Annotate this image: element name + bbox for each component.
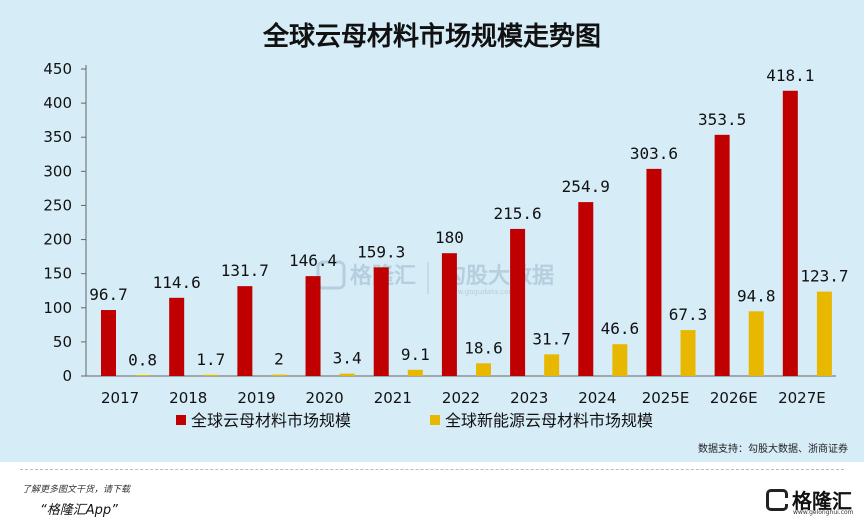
- bar-new-energy-mica-market: [135, 375, 151, 376]
- bar-new-energy-mica-market: [203, 374, 219, 376]
- data-label-mica-market: 303.6: [630, 144, 678, 163]
- bar-new-energy-mica-market: [271, 374, 287, 376]
- x-tick-label: 2027E: [778, 389, 826, 407]
- data-label-new-energy-mica-market: 1.7: [196, 350, 225, 369]
- y-tick-label: 300: [43, 162, 72, 180]
- bar-mica-market: [646, 168, 662, 376]
- x-tick-label: 2026E: [710, 389, 758, 407]
- y-tick-label: 0: [62, 367, 72, 385]
- x-tick-label: 2025E: [642, 389, 690, 407]
- data-label-mica-market: 180: [435, 228, 464, 247]
- y-tick-label: 400: [43, 94, 72, 112]
- x-tick-label: 2017: [101, 389, 139, 407]
- data-label-new-energy-mica-market: 123.7: [800, 267, 848, 286]
- bar-mica-market: [714, 134, 730, 376]
- data-label-mica-market: 114.6: [153, 273, 201, 292]
- y-tick-label: 50: [53, 333, 72, 351]
- data-label-mica-market: 215.6: [494, 204, 542, 223]
- bar-mica-market: [510, 228, 526, 376]
- data-label-mica-market: 254.9: [562, 177, 610, 196]
- bar-chart: 全球云母材料市场规模走势图 格隆汇 勾股大数据 www.gogudata.com…: [43, 21, 848, 455]
- data-label-new-energy-mica-market: 46.6: [601, 319, 640, 338]
- legend: 全球云母材料市场规模 全球新能源云母材料市场规模: [176, 411, 653, 430]
- data-label-new-energy-mica-market: 94.8: [737, 286, 776, 305]
- logo-url: www.gelonghui.com: [793, 509, 854, 516]
- data-label-mica-market: 353.5: [698, 110, 746, 129]
- bar-new-energy-mica-market: [680, 330, 696, 376]
- bar-new-energy-mica-market: [476, 363, 491, 376]
- watermark-brand-2: 勾股大数据: [444, 263, 554, 289]
- data-label-mica-market: 159.3: [357, 242, 405, 261]
- data-label-new-energy-mica-market: 3.4: [333, 349, 362, 368]
- legend-swatch-new-energy-mica-market: [430, 415, 440, 425]
- y-tick-label: 350: [43, 128, 72, 146]
- bar-new-energy-mica-market: [544, 354, 560, 376]
- x-tick-label: 2022: [442, 389, 480, 407]
- y-tick-label: 450: [43, 60, 72, 78]
- data-label-new-energy-mica-market: 2: [274, 350, 284, 369]
- bar-mica-market: [373, 267, 389, 376]
- bar-new-energy-mica-market: [407, 369, 423, 376]
- bars: [101, 90, 832, 377]
- data-label-new-energy-mica-market: 18.6: [464, 338, 503, 357]
- footer-promo-text: 了解更多图文干货，请下载: [22, 485, 131, 495]
- source-note: 数据支持：勾股大数据、浙商证券: [698, 442, 848, 455]
- legend-label-mica-market: 全球云母材料市场规模: [191, 411, 351, 430]
- bar-mica-market: [578, 202, 594, 376]
- x-tick-label: 2024: [578, 389, 616, 407]
- chart-title: 全球云母材料市场规模走势图: [262, 21, 601, 52]
- data-label-mica-market: 96.7: [89, 285, 128, 304]
- bar-new-energy-mica-market: [748, 311, 764, 376]
- y-tick-label: 100: [43, 299, 72, 317]
- data-label-mica-market: 146.4: [289, 251, 337, 270]
- y-tick-label: 200: [43, 231, 72, 249]
- bar-mica-market: [101, 310, 116, 376]
- bar-mica-market: [305, 276, 321, 376]
- watermark-url: www.gogudata.com: [446, 288, 515, 296]
- x-tick-label: 2018: [169, 389, 207, 407]
- bar-new-energy-mica-market: [612, 344, 628, 376]
- y-tick-label: 250: [43, 196, 72, 214]
- data-label-new-energy-mica-market: 67.3: [669, 305, 708, 324]
- watermark-logo-icon: [316, 260, 346, 290]
- footer-divider: [20, 469, 844, 470]
- data-label-mica-market: 418.1: [766, 66, 814, 85]
- bar-mica-market: [169, 297, 185, 376]
- y-tick-label: 150: [43, 265, 72, 283]
- bar-new-energy-mica-market: [816, 291, 832, 376]
- data-label-new-energy-mica-market: 31.7: [532, 329, 571, 348]
- logo-text: 格隆汇: [792, 489, 852, 513]
- data-label-new-energy-mica-market: 0.8: [128, 350, 157, 369]
- bar-mica-market: [237, 286, 253, 376]
- legend-label-new-energy-mica-market: 全球新能源云母材料市场规模: [445, 411, 653, 430]
- data-label-new-energy-mica-market: 9.1: [401, 345, 430, 364]
- footer-app-name: “格隆汇App”: [40, 503, 118, 518]
- data-labels: 96.7 0.8 114.6 1.7 131.7 2 146.4 3.4 159.3 9.1 180…: [89, 66, 848, 370]
- data-label-mica-market: 131.7: [221, 261, 269, 280]
- legend-swatch-mica-market: [176, 415, 186, 425]
- bar-mica-market: [782, 90, 798, 377]
- axes: 0 50 100 150 200 250 300 350 400 450 2017 2018 2019 2…: [43, 60, 836, 407]
- x-tick-label: 2023: [510, 389, 548, 407]
- footer-logo: 格隆汇: [766, 485, 852, 514]
- logo-icon: [766, 488, 788, 511]
- x-tick-label: 2021: [374, 389, 412, 407]
- x-tick-label: 2019: [237, 389, 275, 407]
- x-tick-label: 2020: [306, 389, 344, 407]
- bar-mica-market: [441, 253, 457, 376]
- bar-new-energy-mica-market: [339, 373, 355, 376]
